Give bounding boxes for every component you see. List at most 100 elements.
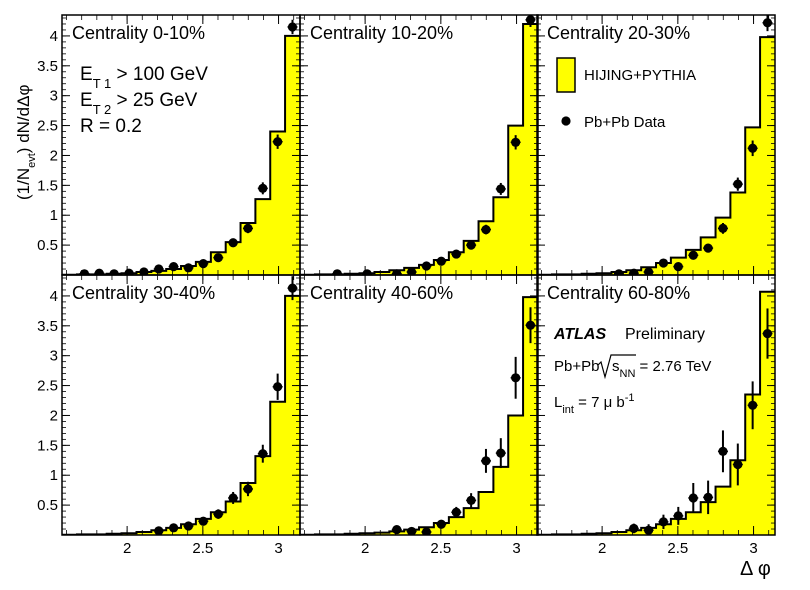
panel-title: Centrality 0-10% (72, 23, 205, 43)
data-point (673, 511, 683, 521)
x-tick-label: 3 (749, 540, 757, 557)
data-point (169, 262, 179, 272)
data-point (169, 523, 179, 533)
data-point (407, 267, 417, 275)
data-point (688, 493, 698, 503)
collision-energy: sNN = 2.76 TeV (612, 358, 711, 380)
data-point (629, 523, 639, 534)
data-point (183, 263, 194, 273)
data-point (466, 240, 476, 250)
panel-1: 0.5 1 1.5 2 2.5 3 3.5 4 Centrality 0-10% (37, 15, 300, 275)
data-point (362, 269, 372, 275)
mc-histogram-line (537, 36, 775, 275)
data-point (525, 15, 536, 25)
data-point (213, 253, 223, 263)
data-point (287, 283, 298, 293)
x-tick-label: 2 (123, 540, 131, 557)
data-point (258, 183, 268, 193)
data-point (703, 243, 713, 253)
data-point (392, 269, 402, 275)
data-point (213, 509, 223, 519)
data-point (94, 268, 104, 275)
y-tick-label: 1 (50, 467, 58, 484)
atlas-status: Preliminary (625, 326, 705, 343)
data-point (496, 184, 506, 194)
data-point (466, 495, 476, 505)
x-tick-label: 2.5 (667, 540, 688, 557)
panel-3: Centrality 20-30% (537, 15, 775, 275)
panel-title: Centrality 40-60% (310, 283, 453, 303)
x-tick-label: 2 (598, 540, 606, 557)
data-point (109, 269, 119, 275)
y-tick-label: 1.5 (37, 437, 58, 454)
y-axis-title: (1/Nevt) dN/dΔφ (14, 85, 38, 201)
panel-title: Centrality 60-80% (547, 283, 690, 303)
data-point (762, 328, 773, 339)
data-point (407, 526, 417, 535)
data-point (525, 320, 536, 330)
data-point (421, 527, 432, 535)
y-tick-label: 2.5 (37, 378, 58, 395)
panel-title: Centrality 10-20% (310, 23, 453, 43)
mc-histogram-line (300, 22, 538, 275)
data-point (733, 179, 743, 189)
panel-5: 2 2.5 3 Centrality 40-60% (300, 275, 538, 557)
data-point (644, 525, 654, 535)
data-point (703, 492, 713, 502)
panel-4: 0.5 1 1.5 2 2.5 3 3.5 4 2 2.5 3 Centrality 30-40% (37, 275, 300, 557)
cut-et1: ET 1 > 100 GeV (80, 64, 208, 91)
cut-et2: ET 2 > 25 GeV (80, 90, 198, 117)
data-point (332, 269, 342, 275)
data-point (79, 269, 90, 275)
y-tick-label: 0.5 (37, 237, 58, 254)
y-tick-label: 3.5 (37, 58, 58, 75)
data-point (733, 459, 743, 470)
data-point (481, 224, 491, 235)
data-point (644, 267, 654, 275)
y-tick-label: 1 (50, 207, 58, 224)
panel-frame (299, 274, 539, 536)
data-point (614, 269, 624, 275)
data-point (451, 507, 461, 517)
mc-histogram-line (537, 290, 775, 535)
data-point (688, 250, 698, 260)
data-point (511, 137, 521, 147)
data-point (762, 18, 773, 28)
data-point (718, 446, 728, 456)
data-point (198, 259, 208, 269)
y-tick-label: 3.5 (37, 318, 58, 335)
x-axis-title: Δ φ (740, 558, 771, 580)
data-point (154, 526, 164, 535)
y-tick-label: 0.5 (37, 497, 58, 514)
data-point (436, 256, 446, 266)
mc-histogram-line (300, 296, 538, 535)
mc-histogram-fill (537, 291, 775, 535)
data-point (658, 258, 669, 268)
data-point (748, 143, 758, 153)
panel-6: 2 2.5 3 Centrality 60-80% (537, 275, 775, 557)
data-point (436, 519, 446, 529)
data-point (228, 238, 238, 248)
data-point (183, 521, 194, 531)
y-tick-label: 4 (50, 288, 58, 305)
legend-mc-label: HIJING+PYTHIA (584, 67, 696, 84)
y-tick-label: 1.5 (37, 177, 58, 194)
legend-data-marker (561, 116, 571, 126)
mc-histogram-line (62, 34, 300, 275)
panel-frames (61, 14, 776, 536)
data-point (154, 264, 164, 274)
panel-2: Centrality 10-20% (300, 15, 538, 275)
sqrt-icon (597, 354, 636, 380)
mc-histogram-fill (300, 297, 538, 535)
panels-group: 0.5 1 1.5 2 2.5 3 3.5 4 Centrality 0-10% Centrali… (37, 15, 775, 557)
x-tick-label: 2.5 (430, 540, 451, 557)
mc-histogram-fill (537, 37, 775, 275)
data-point (287, 22, 298, 32)
data-point (481, 456, 491, 466)
data-point (392, 525, 402, 535)
data-point (243, 484, 253, 494)
atlas-label: ATLAS (553, 326, 606, 343)
data-point (629, 268, 639, 275)
x-tick-label: 2.5 (192, 540, 213, 557)
panel-frame (536, 274, 776, 536)
